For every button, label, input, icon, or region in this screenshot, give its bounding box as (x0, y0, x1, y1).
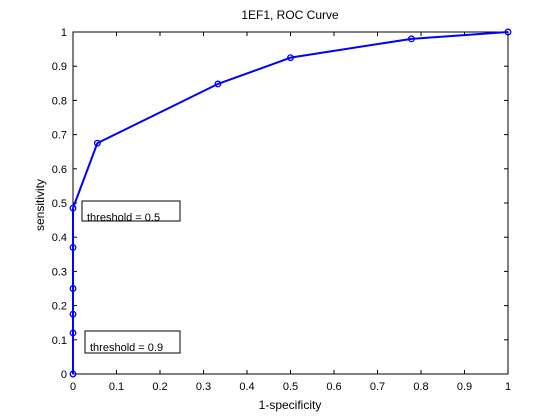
x-tick-label: 0 (70, 381, 76, 393)
x-axis-ticks: 0 0.1 0.2 0.3 0.4 0.5 0.6 0.7 0.8 0.9 1 (70, 32, 511, 393)
roc-point-marker (504, 28, 512, 36)
annotation-threshold-09: threshold = 0.9 (84, 330, 181, 354)
y-tick-label: 0.1 (52, 335, 67, 347)
x-tick-label: 0.3 (196, 381, 211, 393)
y-tick-label: 0.5 (52, 198, 67, 210)
roc-point-marker (69, 370, 77, 378)
annotation-box (84, 330, 181, 354)
y-tick-label: 0.6 (52, 164, 67, 176)
roc-point-marker (93, 139, 101, 147)
x-tick-label: 0.9 (457, 381, 472, 393)
chart-title: 1EF1, ROC Curve (241, 8, 339, 22)
y-tick-label: 0.2 (52, 301, 67, 313)
roc-point-marker (287, 54, 294, 62)
x-tick-label: 0.4 (239, 381, 254, 393)
x-tick-label: 0.7 (370, 381, 385, 393)
y-tick-label: 0.3 (52, 266, 67, 278)
series-layer (69, 28, 512, 378)
x-axis-label: 1-specificity (259, 398, 322, 412)
x-tick-label: 0.2 (152, 381, 167, 393)
annotation-threshold-05: threshold = 0.5 (81, 200, 181, 224)
roc-point-marker (214, 80, 222, 88)
y-tick-label: 0.9 (52, 61, 67, 73)
roc-curve-line (72, 31, 509, 374)
roc-point-marker (69, 244, 77, 251)
roc-point-marker (69, 285, 77, 292)
annotation-label: threshold = 0.5 (87, 212, 160, 224)
x-tick-label: 0.1 (109, 381, 124, 393)
roc-point-marker (69, 329, 77, 337)
y-tick-label: 0.8 (52, 95, 67, 107)
y-tick-label: 0.4 (52, 232, 67, 244)
x-tick-label: 0.6 (326, 381, 341, 393)
annotation-label: threshold = 0.9 (90, 342, 163, 354)
y-tick-label: 0.7 (52, 130, 67, 142)
roc-point-marker (69, 310, 77, 318)
roc-point-marker (69, 204, 77, 212)
y-axis-label: sensitivity (33, 179, 47, 231)
x-tick-label: 1 (505, 381, 511, 393)
annotation-box (81, 200, 181, 222)
y-tick-label: 1 (61, 27, 67, 39)
y-axis-ticks: 0 0.1 0.2 0.3 0.4 0.5 0.6 0.7 0.8 0.9 1 (52, 27, 508, 381)
y-tick-label: 0 (61, 369, 67, 381)
x-tick-label: 0.8 (413, 381, 428, 393)
roc-point-marker (407, 35, 415, 43)
x-tick-label: 0.5 (283, 381, 298, 393)
